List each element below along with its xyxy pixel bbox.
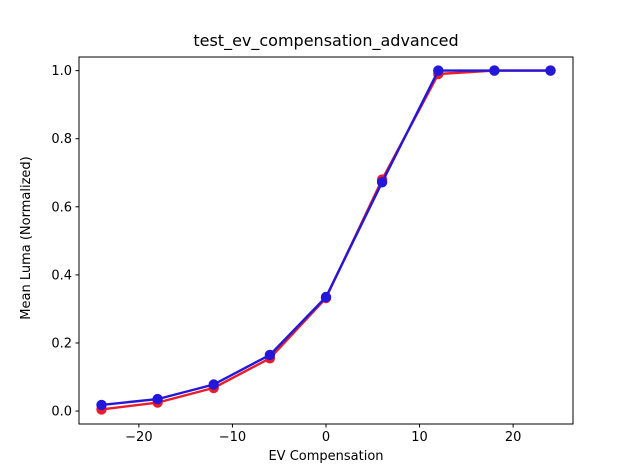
blue-series-marker	[264, 349, 276, 361]
x-tick-label: 20	[505, 430, 522, 445]
y-axis-label: Mean Luma (Normalized)	[19, 156, 34, 320]
blue-series-marker	[433, 65, 444, 76]
x-tick-label: −10	[219, 430, 246, 445]
blue-series-marker	[320, 291, 332, 303]
y-tick-label: 0.2	[51, 336, 72, 351]
plot-area	[79, 57, 573, 424]
blue-series-marker	[545, 65, 556, 76]
y-tick-label: 1.0	[51, 64, 72, 79]
y-tick-label: 0.8	[51, 132, 72, 147]
x-tick-label: 0	[322, 430, 330, 445]
blue-series-marker	[208, 379, 219, 390]
blue-series-marker	[96, 399, 107, 411]
x-tick-label: 10	[411, 430, 428, 445]
blue-series-marker	[489, 65, 500, 76]
blue-series-marker	[152, 393, 163, 405]
y-tick-label: 0.6	[51, 200, 72, 215]
y-tick-label: 0.4	[51, 268, 72, 283]
x-tick-label: −20	[125, 430, 152, 445]
chart-title: test_ev_compensation_advanced	[193, 31, 459, 50]
axes-frame	[78, 56, 574, 425]
x-axis-label: EV Compensation	[268, 449, 384, 464]
y-tick-label: 0.0	[51, 405, 72, 420]
blue-series-marker	[376, 177, 388, 188]
